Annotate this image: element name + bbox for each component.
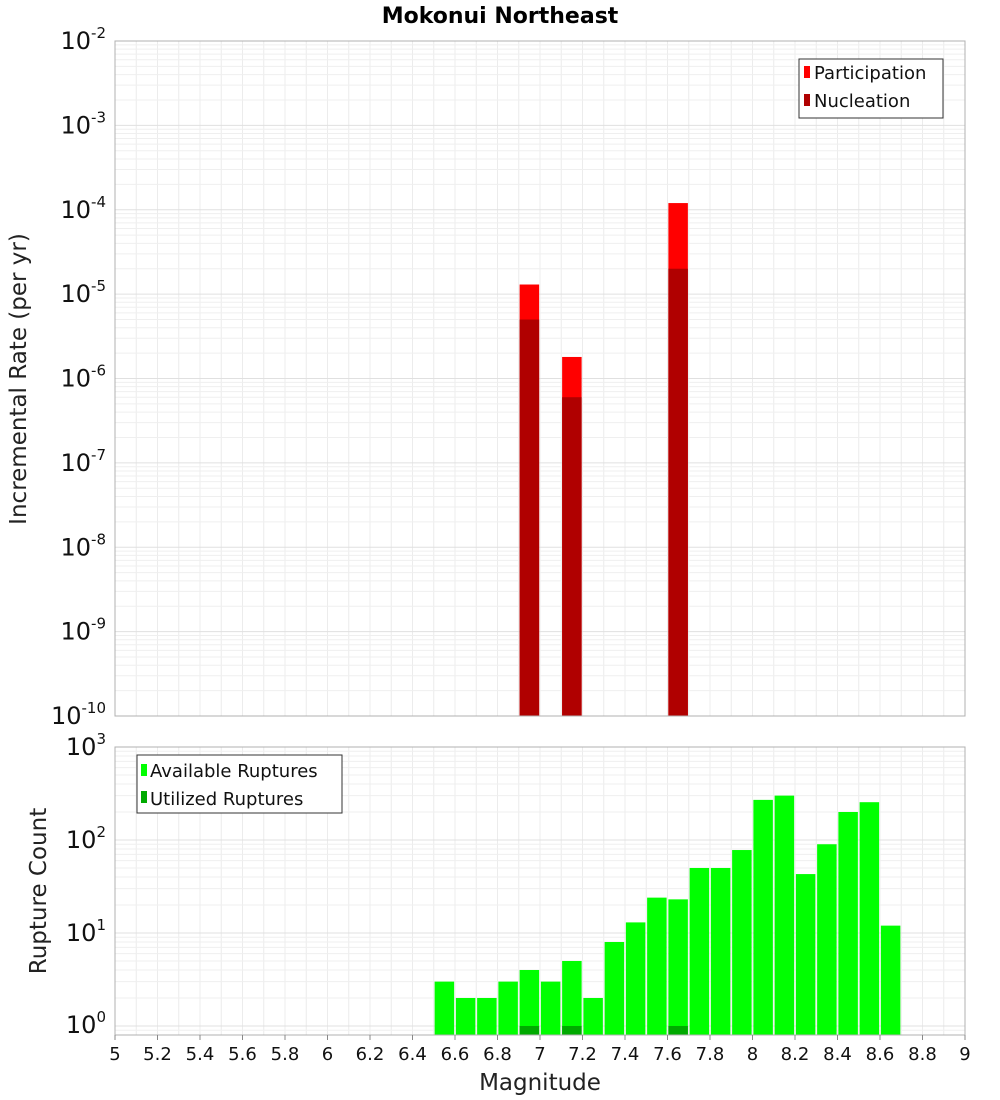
x-tick-label: 5.6	[228, 1044, 257, 1065]
bar-available-ruptures-8.35	[817, 844, 837, 1035]
x-tick-label: 6	[322, 1044, 333, 1065]
y-tick-label: 10-10	[51, 699, 106, 730]
bar-available-ruptures-7.95	[732, 850, 752, 1035]
x-tick-label: 8	[747, 1044, 758, 1065]
x-tick-label: 7	[534, 1044, 545, 1065]
legend-swatch-available	[141, 764, 147, 776]
y-tick-label: 10-8	[60, 530, 106, 561]
y-tick-label: 102	[66, 823, 106, 854]
bar-available-ruptures-6.55	[434, 981, 455, 1035]
bar-available-ruptures-7.45	[625, 922, 646, 1035]
bar-available-ruptures-7.15	[562, 960, 582, 1035]
count-y-ticks: 103 102 101 100	[66, 730, 106, 1039]
count-plot: 103 102 101 100 5 5.2 5.4 5.6 5.8 6 6.2 6.4 6.6 6.8 7…	[26, 730, 971, 1096]
bar-available-ruptures-8.55	[859, 802, 880, 1035]
bar-available-ruptures-8.65	[880, 925, 901, 1035]
bar-available-ruptures-6.95	[519, 969, 540, 1035]
rate-y-axis-label: Incremental Rate (per yr)	[6, 233, 32, 525]
x-tick-label: 8.2	[781, 1044, 810, 1065]
x-tick-label: 5	[109, 1044, 120, 1065]
bar-available-ruptures-8.05	[753, 799, 773, 1035]
x-tick-label: 6.8	[483, 1044, 512, 1065]
legend-swatch-participation	[804, 66, 810, 78]
x-tick-label: 5.8	[271, 1044, 300, 1065]
y-tick-label: 100	[66, 1008, 106, 1039]
x-tick-label: 7.6	[653, 1044, 682, 1065]
bar-utilized-ruptures-7.65	[668, 1025, 688, 1035]
bar-nucleation-7.65	[668, 268, 688, 716]
x-tick-label: 5.4	[186, 1044, 215, 1065]
x-tick-label: 7.4	[611, 1044, 640, 1065]
magnitude-x-ticks: 5 5.2 5.4 5.6 5.8 6 6.2 6.4 6.6 6.8 7 7.2 7.4 7.6 7.8 8…	[109, 1035, 971, 1065]
rate-plot-frame	[114, 40, 966, 717]
count-bars	[434, 795, 901, 1035]
y-tick-label: 10-3	[60, 108, 106, 139]
x-tick-label: 8.4	[823, 1044, 852, 1065]
bar-utilized-ruptures-7.15	[562, 1025, 582, 1035]
y-tick-label: 10-4	[60, 193, 106, 224]
x-tick-label: 7.2	[568, 1044, 597, 1065]
count-y-axis-label: Rupture Count	[26, 808, 52, 974]
bar-available-ruptures-6.75	[477, 997, 497, 1035]
x-tick-label: 8.8	[908, 1044, 937, 1065]
bar-available-ruptures-8.25	[795, 874, 816, 1035]
x-tick-label: 9	[959, 1044, 970, 1065]
legend-label-available: Available Ruptures	[150, 761, 318, 782]
bar-utilized-ruptures-6.95	[519, 1025, 540, 1035]
bar-nucleation-7.15	[562, 397, 582, 716]
x-tick-label: 6.6	[441, 1044, 470, 1065]
legend-swatch-utilized	[141, 791, 147, 803]
bar-available-ruptures-8.45	[838, 812, 858, 1035]
legend-label-utilized: Utilized Ruptures	[150, 789, 303, 810]
bar-available-ruptures-7.25	[583, 997, 603, 1035]
y-tick-label: 101	[66, 916, 106, 947]
count-legend-box	[136, 754, 343, 814]
x-tick-label: 8.6	[866, 1044, 895, 1065]
x-tick-label: 6.2	[356, 1044, 385, 1065]
bar-available-ruptures-7.55	[647, 897, 667, 1035]
bar-available-ruptures-8.15	[774, 795, 795, 1035]
legend-label-nucleation: Nucleation	[814, 91, 910, 112]
legend-swatch-nucleation	[804, 94, 810, 106]
y-tick-label: 10-7	[60, 446, 106, 477]
y-tick-label: 103	[66, 730, 106, 761]
bar-available-ruptures-6.85	[498, 981, 518, 1035]
bar-available-ruptures-7.85	[710, 867, 731, 1035]
rate-y-ticks: 10-2 10-3 10-4 10-5 10-6 10-7 10-8 10-9 10-10	[51, 24, 106, 730]
x-axis-label: Magnitude	[479, 1070, 601, 1096]
bar-available-ruptures-7.35	[604, 942, 625, 1035]
rate-plot: 10-2 10-3 10-4 10-5 10-6 10-7 10-8 10-9 10-10 In…	[6, 24, 966, 730]
rate-bars	[519, 203, 688, 716]
rate-legend: Participation Nucleation	[798, 58, 944, 119]
bar-available-ruptures-7.75	[689, 867, 710, 1035]
bar-available-ruptures-7.65	[668, 899, 688, 1035]
legend-label-participation: Participation	[814, 63, 926, 84]
bar-available-ruptures-6.65	[455, 997, 476, 1035]
rate-plot-grid	[114, 41, 966, 717]
x-tick-label: 5.2	[143, 1044, 172, 1065]
x-tick-label: 6.4	[398, 1044, 427, 1065]
y-tick-label: 10-5	[60, 277, 106, 308]
y-tick-label: 10-9	[60, 615, 106, 646]
count-legend: Available Ruptures Utilized Ruptures	[136, 754, 343, 814]
chart-title: Mokonui Northeast	[382, 4, 619, 29]
bar-available-ruptures-7.05	[540, 981, 561, 1035]
y-tick-label: 10-2	[60, 24, 106, 55]
x-tick-label: 7.8	[696, 1044, 725, 1065]
bar-nucleation-6.95	[519, 319, 540, 716]
rate-legend-box	[798, 58, 944, 119]
y-tick-label: 10-6	[60, 362, 106, 393]
